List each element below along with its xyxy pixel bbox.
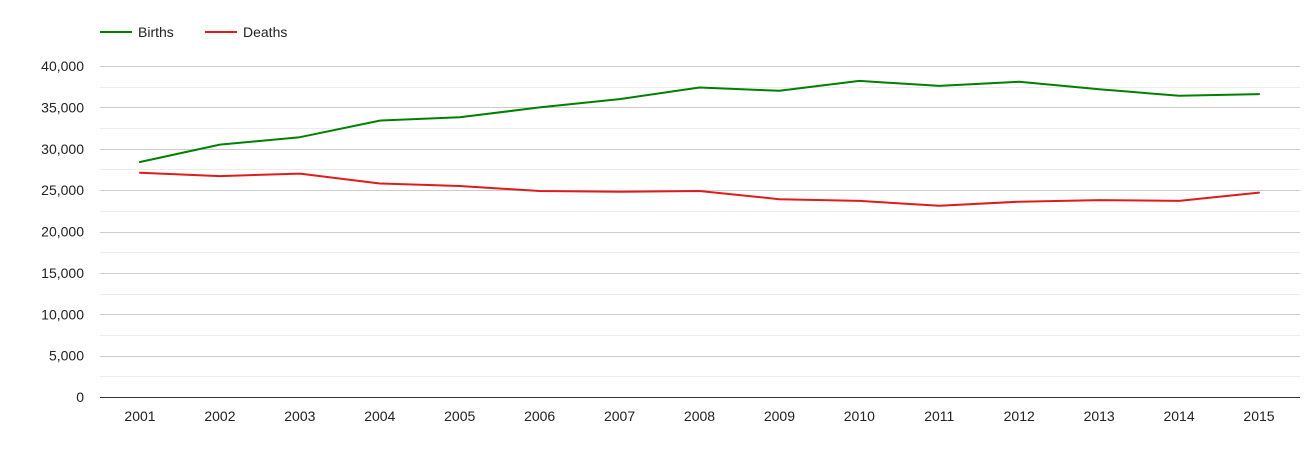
x-tick-label: 2014 bbox=[1163, 408, 1194, 424]
x-tick-label: 2008 bbox=[684, 408, 715, 424]
x-tick-label: 2005 bbox=[444, 408, 475, 424]
y-tick-label: 25,000 bbox=[41, 182, 84, 198]
x-tick-label: 2009 bbox=[764, 408, 795, 424]
x-tick-label: 2006 bbox=[524, 408, 555, 424]
x-tick-label: 2007 bbox=[604, 408, 635, 424]
y-tick-label: 35,000 bbox=[41, 99, 84, 115]
legend-label: Births bbox=[138, 24, 174, 40]
legend-item-births[interactable]: Births bbox=[100, 24, 174, 40]
x-tick-label: 2013 bbox=[1084, 408, 1115, 424]
y-tick-label: 5,000 bbox=[49, 348, 84, 364]
x-tick-label: 2012 bbox=[1004, 408, 1035, 424]
x-tick-label: 2004 bbox=[364, 408, 395, 424]
legend-item-deaths[interactable]: Deaths bbox=[205, 24, 287, 40]
x-tick-label: 2001 bbox=[124, 408, 155, 424]
legend-label: Deaths bbox=[243, 24, 287, 40]
y-tick-label: 30,000 bbox=[41, 141, 84, 157]
series-line-births bbox=[139, 79, 1260, 163]
x-tick-label: 2010 bbox=[844, 408, 875, 424]
y-tick-label: 15,000 bbox=[41, 265, 84, 281]
series-lines bbox=[139, 79, 1260, 207]
y-tick-label: 0 bbox=[76, 389, 84, 405]
legend: Births Deaths bbox=[100, 24, 287, 40]
x-tick-label: 2015 bbox=[1243, 408, 1274, 424]
y-tick-label: 20,000 bbox=[41, 224, 84, 240]
y-tick-label: 10,000 bbox=[41, 306, 84, 322]
series-line-deaths bbox=[139, 171, 1260, 207]
x-tick-label: 2002 bbox=[204, 408, 235, 424]
x-tick-label: 2011 bbox=[924, 408, 954, 424]
axes: 0 5,000 10,000 15,000 20,000 25,000 30,000 35,0… bbox=[41, 58, 1300, 424]
x-tick-label: 2003 bbox=[284, 408, 315, 424]
grid bbox=[100, 66, 1300, 377]
y-tick-label: 40,000 bbox=[41, 58, 84, 74]
